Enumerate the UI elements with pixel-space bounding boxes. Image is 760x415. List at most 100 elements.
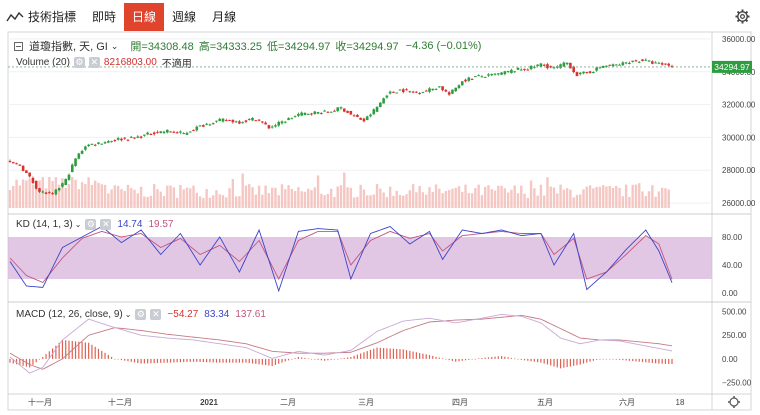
volume-bar: [323, 195, 326, 208]
volume-bar: [595, 186, 598, 208]
candle-body: [80, 150, 84, 154]
price-tick-label: 30000.00: [722, 133, 756, 142]
volume-bar: [297, 187, 300, 208]
candle-body: [44, 192, 48, 194]
candle-body: [310, 113, 313, 115]
collapse-pane-icon[interactable]: [14, 41, 23, 51]
macd-histogram-bar: [261, 358, 263, 365]
price-tick-label: 36000.00: [722, 35, 756, 44]
candle-body: [644, 59, 648, 61]
macd-histogram-bar: [658, 358, 660, 364]
volume-bar: [64, 187, 67, 208]
volume-bar: [35, 180, 38, 208]
macd-histogram-bar: [500, 356, 503, 359]
close-indicator-icon[interactable]: ✕: [100, 219, 112, 230]
kd-d-line: [9, 230, 673, 284]
chevron-down-icon[interactable]: ⌄: [124, 310, 132, 319]
tab-monthly[interactable]: 月線: [212, 10, 237, 24]
candle-body: [257, 119, 261, 121]
macd-histogram-bar: [497, 356, 499, 359]
close-indicator-icon[interactable]: ✕: [150, 309, 162, 320]
macd-histogram-bar: [84, 342, 86, 359]
volume-bar: [464, 184, 467, 208]
candle-body: [401, 89, 405, 93]
candle-body: [329, 111, 333, 113]
indicators-button[interactable]: 技術指標: [0, 5, 84, 29]
indicator-settings-icon[interactable]: ⚙: [85, 219, 97, 230]
tab-daily[interactable]: 日線: [124, 2, 165, 31]
volume-bar: [94, 180, 97, 208]
chevron-down-icon[interactable]: ⌄: [110, 40, 119, 51]
macd-histogram-bar: [274, 358, 277, 365]
chevron-down-icon[interactable]: ⌄: [74, 220, 82, 229]
macd-histogram-bar: [156, 358, 159, 364]
tab-weekly[interactable]: 週線: [172, 10, 197, 24]
volume-bar: [523, 193, 526, 208]
candle-body: [267, 125, 271, 129]
macd-histogram-bar: [215, 358, 218, 363]
macd-tick-label: 250.00: [722, 331, 747, 340]
candle-body: [480, 76, 484, 78]
volume-bar: [277, 195, 280, 208]
macd-histogram-bar: [127, 358, 129, 362]
volume-bar: [244, 185, 248, 208]
macd-histogram-bar: [340, 358, 342, 360]
volume-bar: [388, 186, 392, 208]
macd-histogram-bar: [29, 358, 31, 368]
candle-body: [457, 85, 461, 89]
settings-gear-icon[interactable]: [735, 9, 750, 24]
volume-bar: [234, 196, 238, 208]
candle-body: [195, 126, 199, 131]
volume-value: 8216803.00: [103, 57, 157, 68]
candle-body: [8, 160, 12, 162]
macd-histogram-bar: [346, 357, 349, 359]
close-indicator-icon[interactable]: ✕: [88, 57, 100, 68]
macd-histogram-bar: [632, 358, 634, 362]
tab-realtime[interactable]: 即時: [92, 10, 117, 24]
kd-d-value: 19.57: [148, 219, 174, 230]
volume-bar: [526, 197, 530, 208]
volume-bar: [585, 186, 588, 208]
candle-body: [185, 132, 189, 135]
candle-body: [523, 68, 526, 70]
candle-body: [608, 64, 612, 66]
volume-bar: [110, 189, 113, 208]
indicator-settings-icon[interactable]: ⚙: [73, 57, 85, 68]
macd-histogram-bar: [248, 358, 250, 364]
candle-body: [198, 125, 202, 127]
candle-body: [542, 64, 546, 66]
volume-bar: [533, 188, 536, 208]
last-price-box: [712, 60, 752, 73]
macd-histogram-bar: [504, 356, 506, 359]
volume-bar: [546, 177, 549, 208]
macd-histogram-bar: [451, 358, 454, 361]
macd-hist-value: −54.27: [167, 309, 199, 320]
candle-body: [595, 67, 598, 71]
volume-bar: [447, 190, 451, 208]
volume-bar: [572, 197, 575, 208]
indicator-settings-icon[interactable]: ⚙: [135, 309, 147, 320]
candle-body: [598, 67, 602, 69]
kd-tick-label: 80.00: [722, 233, 743, 242]
candle-body: [356, 114, 359, 117]
volume-bar: [225, 197, 228, 208]
volume-bar: [483, 186, 487, 208]
volume-bar: [592, 188, 595, 208]
volume-bar: [510, 189, 513, 208]
volume-bar: [375, 184, 379, 208]
volume-bar: [28, 178, 31, 208]
macd-histogram-bar: [91, 344, 93, 359]
macd-histogram-bar: [169, 358, 172, 363]
volume-bar: [198, 196, 202, 208]
macd-histogram-bar: [481, 357, 483, 359]
macd-histogram-bar: [563, 358, 565, 368]
volume-bar: [542, 195, 546, 208]
reset-zoom-control[interactable]: [728, 396, 740, 408]
candle-body: [519, 69, 523, 71]
volume-bar: [618, 187, 621, 208]
macd-histogram-bar: [330, 358, 332, 360]
macd-histogram-bar: [68, 340, 70, 359]
macd-histogram-bar: [284, 358, 286, 362]
candle-body: [444, 89, 448, 92]
